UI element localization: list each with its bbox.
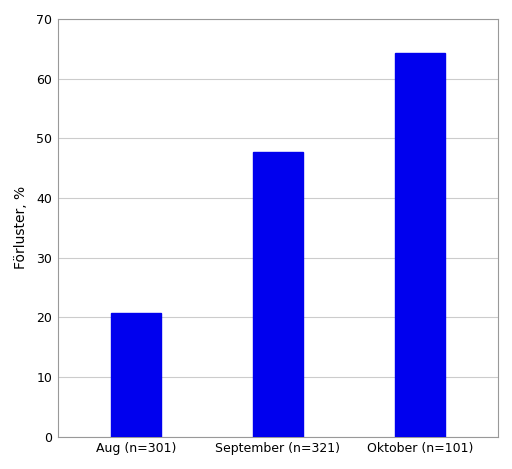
Bar: [395, 53, 445, 437]
Y-axis label: Förluster, %: Förluster, %: [14, 186, 28, 269]
Bar: [253, 152, 303, 437]
Bar: [111, 313, 161, 437]
